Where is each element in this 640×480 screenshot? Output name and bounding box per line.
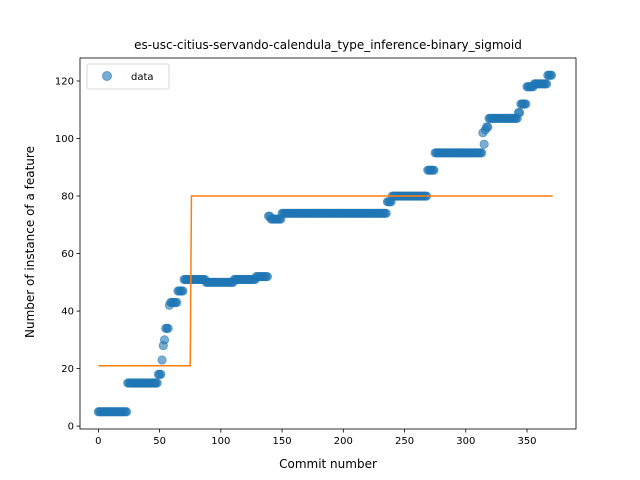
data-point [546, 70, 557, 80]
x-tick-label: 100 [211, 436, 230, 447]
data-point [515, 108, 525, 118]
y-axis-title: Number of instance of a feature [23, 146, 37, 338]
y-tick-label: 100 [55, 134, 74, 145]
x-tick-label: 250 [395, 436, 414, 447]
legend-marker [102, 71, 112, 81]
data-point [163, 323, 173, 333]
y-tick-label: 40 [61, 307, 74, 318]
x-tick-label: 300 [456, 436, 475, 447]
data-point [172, 297, 182, 308]
x-tick-label: 0 [95, 436, 101, 447]
data-point [477, 148, 487, 158]
x-axis-title: Commit number [279, 457, 377, 471]
data-point [159, 335, 170, 345]
line-layer [98, 195, 553, 367]
x-axis: 0 50 100 150 200 250 300 350 [95, 429, 537, 447]
legend: data [86, 63, 170, 90]
data-point [121, 407, 132, 417]
data-point [262, 271, 272, 282]
data-point [381, 208, 391, 218]
data-point [483, 122, 493, 132]
y-tick-label: 60 [61, 249, 74, 260]
scatter-layer [93, 70, 557, 417]
y-tick-label: 20 [61, 364, 74, 375]
x-tick-label: 350 [517, 436, 536, 447]
data-point [521, 99, 531, 109]
legend-entry-data: data [131, 72, 154, 83]
data-point [178, 286, 188, 296]
y-axis: 0 20 40 60 80 100 120 [55, 77, 80, 433]
y-tick-label: 0 [68, 422, 74, 433]
series-line [98, 195, 553, 367]
chart-title: es-usc-citius-servando-calendula_type_in… [134, 38, 522, 52]
data-point [156, 369, 166, 379]
x-tick-label: 200 [334, 436, 353, 447]
y-tick-label: 120 [55, 77, 74, 88]
x-tick-label: 50 [153, 436, 166, 447]
data-point [429, 165, 439, 175]
data-point [479, 139, 489, 149]
legend-box [86, 63, 170, 90]
data-point [542, 79, 552, 89]
y-tick-label: 80 [61, 192, 74, 203]
plot-frame [79, 57, 577, 430]
data-point [157, 355, 167, 365]
data-point [152, 378, 162, 388]
x-tick-label: 150 [273, 436, 292, 447]
